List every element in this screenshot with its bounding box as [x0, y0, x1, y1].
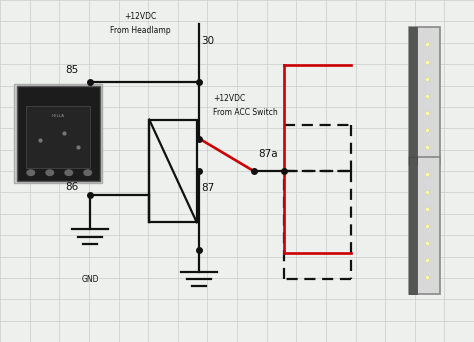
Circle shape	[46, 170, 54, 175]
Text: +12VDC: +12VDC	[213, 94, 246, 103]
Bar	[409, 157, 417, 294]
Bar	[17, 86, 100, 181]
Text: From ACC Switch: From ACC Switch	[213, 108, 278, 117]
Text: 86: 86	[65, 182, 78, 192]
Circle shape	[27, 170, 35, 175]
Bar	[409, 27, 417, 164]
Text: From Headlamp: From Headlamp	[109, 26, 170, 35]
Text: 87a: 87a	[258, 149, 278, 159]
Bar	[409, 27, 439, 164]
Text: GND: GND	[82, 275, 99, 284]
Bar	[14, 84, 102, 183]
Bar	[409, 157, 439, 294]
Circle shape	[84, 170, 91, 175]
Text: 87: 87	[201, 183, 215, 193]
Text: 30: 30	[201, 36, 215, 46]
Bar	[26, 106, 90, 168]
Bar	[149, 120, 197, 222]
Circle shape	[65, 170, 73, 175]
Text: +12VDC: +12VDC	[124, 12, 156, 21]
Text: HELLA: HELLA	[52, 114, 64, 118]
Text: 85: 85	[65, 65, 78, 75]
